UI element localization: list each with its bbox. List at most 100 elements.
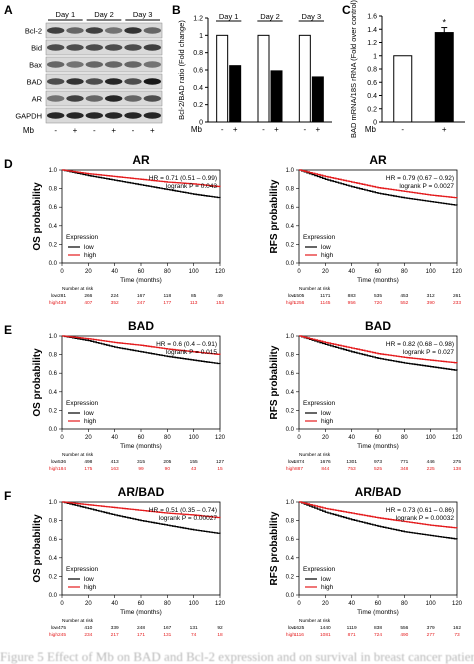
survival-curve-low xyxy=(299,501,458,540)
logrank-p: logrank P = 0.027 xyxy=(403,349,454,356)
risk-count-high: 956 xyxy=(348,300,356,306)
bar xyxy=(216,34,229,123)
panel-letter: F xyxy=(4,489,11,503)
blot-strip xyxy=(45,107,163,124)
treatment-sign: - xyxy=(54,126,57,135)
y-tick-label: 0.6 xyxy=(49,205,58,211)
bar xyxy=(257,34,270,123)
y-axis-label: RFS probability xyxy=(269,511,280,585)
legend-title: Expression xyxy=(303,234,336,241)
treatment-sign: + xyxy=(73,126,78,135)
y-tick-label: 0.0 xyxy=(286,261,295,267)
y-tick-label: 0.4 xyxy=(49,556,58,562)
x-tick-label: 120 xyxy=(215,435,226,441)
blot-band xyxy=(124,27,142,34)
blot-strip xyxy=(45,73,163,90)
risk-count-low: 1676 xyxy=(320,459,331,465)
risk-count-low: 1505 xyxy=(294,293,305,299)
panel-c: C 0 0.2 0.4 0.6 0.8 1 1.2 1.4 1.6 BAD mRNA/18S rRN… xyxy=(340,0,474,140)
survival-curve-high xyxy=(62,501,221,519)
blot-band xyxy=(104,44,123,51)
logrank-p: logrank P = 0.015 xyxy=(166,349,217,356)
risk-count-low: 771 xyxy=(400,459,408,465)
y-tick-label: 0.2 xyxy=(286,242,295,248)
blot-band xyxy=(66,61,84,68)
y-tick-label: 0.6 xyxy=(193,68,203,75)
risk-count-low: 85 xyxy=(191,293,197,299)
blot-band xyxy=(104,95,123,102)
risk-count-low: 498 xyxy=(84,459,92,465)
y-tick-label: 0 xyxy=(199,120,203,127)
risk-count-high: 233 xyxy=(453,300,461,306)
x-tick-label: 80 xyxy=(401,435,408,441)
risk-count-high: 177 xyxy=(163,300,171,306)
x-tick-label: 0 xyxy=(60,601,64,607)
x-axis-label: Time (months) xyxy=(357,609,399,616)
x-tick-label: 40 xyxy=(111,601,118,607)
plot-frame xyxy=(298,169,458,264)
y-tick-label: 0.8 xyxy=(193,50,203,57)
plot-title: BAD xyxy=(128,319,154,333)
risk-count-low: 131 xyxy=(190,625,198,631)
x-tick-label: 20 xyxy=(85,269,92,275)
x-axis-label: Time (months) xyxy=(357,443,399,450)
risk-count-low: 475 xyxy=(58,625,66,631)
y-tick-label: 1 xyxy=(373,53,377,60)
legend-high: high xyxy=(321,584,334,591)
risk-count-low: 315 xyxy=(137,459,145,465)
risk-header: Number at risk xyxy=(299,452,331,458)
blot-band xyxy=(143,95,162,102)
risk-count-high: 171 xyxy=(137,632,145,638)
legend-title: Expression xyxy=(66,234,99,241)
risk-row-label-low: low xyxy=(51,293,59,299)
y-tick-label: 0.2 xyxy=(367,106,377,113)
risk-count-high: 175 xyxy=(84,466,92,472)
category-label: Day 3 xyxy=(302,12,322,21)
blot-band xyxy=(143,61,162,68)
x-tick-label: 60 xyxy=(138,269,145,275)
day-label: Day 3 xyxy=(133,10,153,19)
legend-high: high xyxy=(84,584,97,591)
risk-count-high: 352 xyxy=(111,300,119,306)
risk-count-high: 407 xyxy=(84,300,92,306)
risk-count-low: 127 xyxy=(216,459,224,465)
y-tick-label: 0.8 xyxy=(367,67,377,74)
western-blot: A Day 1 Day 2 Day 3 Bcl-2 Bid Bax BAD AR GAPDH Mb -… xyxy=(4,3,163,135)
risk-count-high: 99 xyxy=(138,466,144,472)
x-tick-label: 100 xyxy=(189,269,200,275)
y-tick-label: 0 xyxy=(373,120,377,127)
blot-band xyxy=(143,78,162,85)
risk-count-high: 490 xyxy=(400,632,408,638)
plot-title: AR xyxy=(369,153,387,167)
plot-title: AR xyxy=(132,153,150,167)
y-tick-label: 0.8 xyxy=(49,187,58,193)
legend-high: high xyxy=(84,252,97,259)
x-tick-label: 60 xyxy=(375,435,382,441)
risk-count-low: 446 xyxy=(427,459,435,465)
panel-letter: E xyxy=(4,323,12,337)
x-tick-label: 80 xyxy=(164,269,171,275)
y-tick-label: 0.8 xyxy=(286,519,295,525)
bar xyxy=(270,70,283,123)
risk-count-low: 339 xyxy=(111,625,119,631)
risk-count-high: 247 xyxy=(137,300,145,306)
y-tick-label: 0.2 xyxy=(49,408,58,414)
risk-count-low: 1301 xyxy=(346,459,357,465)
y-tick-label: 0.8 xyxy=(49,353,58,359)
legend-title: Expression xyxy=(66,400,99,407)
y-tick-label: 1.0 xyxy=(286,334,295,340)
risk-count-high: 390 xyxy=(427,300,435,306)
risk-count-high: 90 xyxy=(165,466,171,472)
x-tick-label: 120 xyxy=(452,435,463,441)
x-tick-label: 40 xyxy=(348,269,355,275)
y-tick-label: 0.6 xyxy=(286,537,295,543)
y-axis-label: OS probability xyxy=(32,182,43,251)
y-tick-label: 1.2 xyxy=(193,16,203,23)
x-tick-label: 40 xyxy=(111,435,118,441)
risk-count-low: 973 xyxy=(374,459,382,465)
bad-mrna-chart: C 0 0.2 0.4 0.6 0.8 1 1.2 1.4 1.6 BAD mRNA/18S rRN… xyxy=(342,0,465,138)
plot-title: BAD xyxy=(365,319,391,333)
legend-low: low xyxy=(84,576,94,583)
hazard-ratio: HR = 0.71 (0.51 – 0.99) xyxy=(149,175,217,182)
x-tick-label: 0 xyxy=(297,269,301,275)
